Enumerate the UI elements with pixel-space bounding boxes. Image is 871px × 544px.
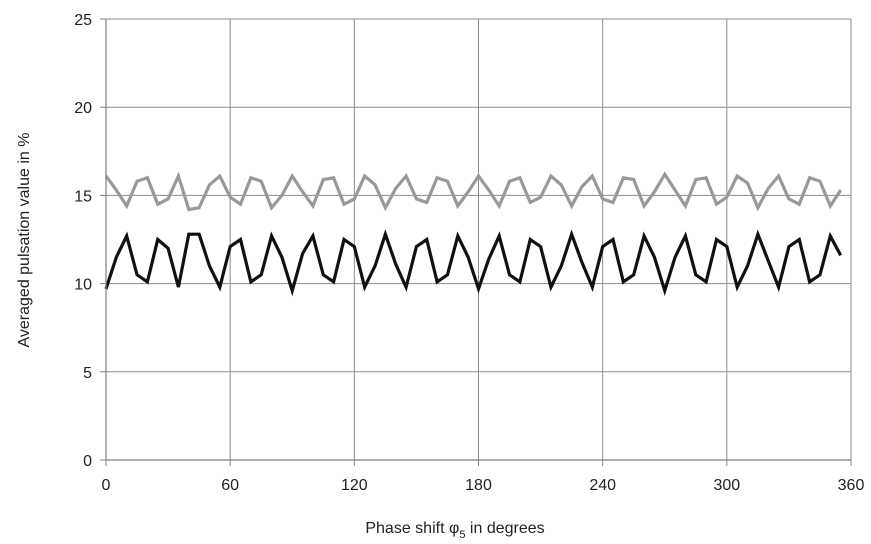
x-tick-label: 240 [589,477,616,494]
y-tick-label: 25 [74,12,92,29]
y-tick-label: 15 [74,188,92,205]
x-tick-label: 0 [102,477,111,494]
x-tick-labels: 0 60 120 180 240 300 360 [102,477,865,494]
x-tick-label: 300 [713,477,740,494]
y-tick-label: 0 [83,453,92,470]
y-tick-label: 5 [83,365,92,382]
axes [105,19,851,461]
x-axis-title: Phase shift φ5 in degrees [365,520,544,541]
series-line-grey [104,171,842,212]
y-tick-label: 10 [74,277,92,294]
x-tick-label: 120 [341,477,368,494]
y-axis-title: Averaged pulsation value in % [16,133,33,348]
series-layer [104,171,843,297]
x-axis-title-subscript: 5 [459,529,465,541]
series-line-black [104,229,843,297]
x-tick-label: 360 [838,477,865,494]
y-tick-labels: 0 5 10 15 20 25 [74,12,92,470]
x-tick-label: 180 [465,477,492,494]
y-tick-label: 20 [74,100,92,117]
x-tick-label: 60 [221,477,239,494]
